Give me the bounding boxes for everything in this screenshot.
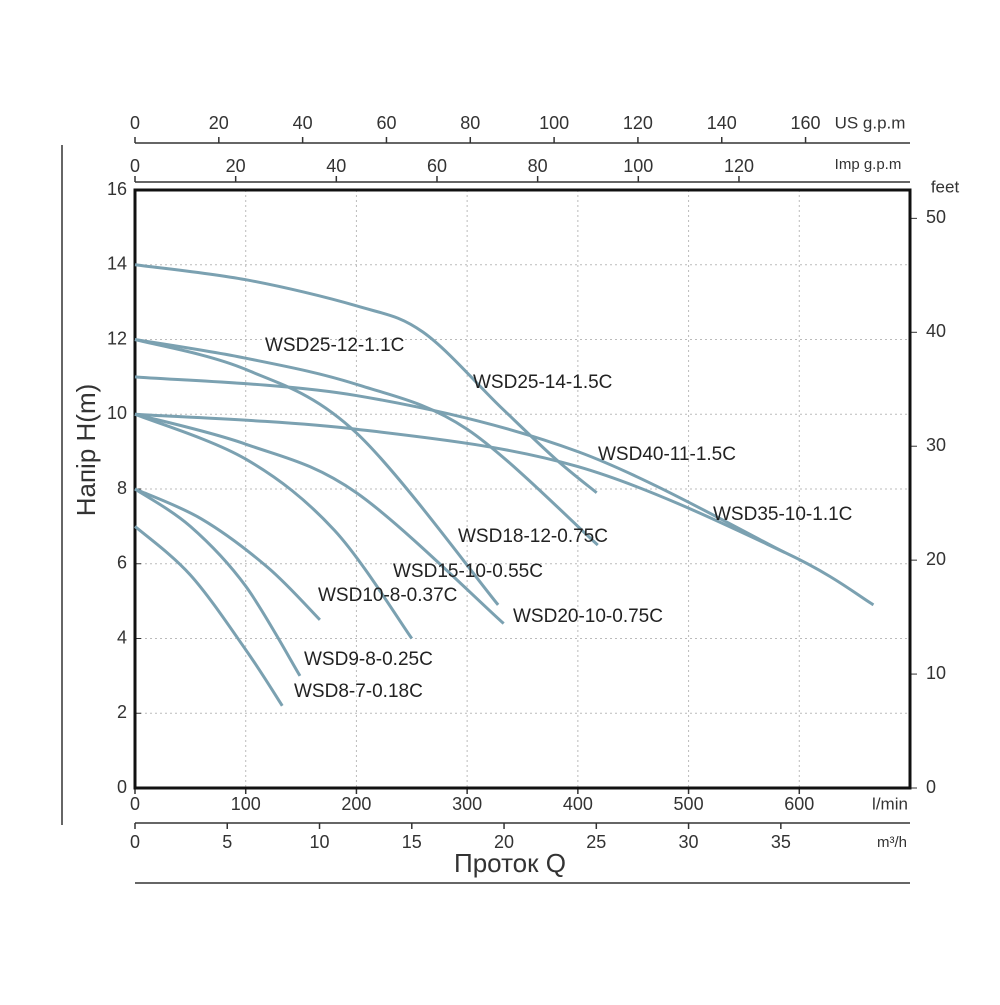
- curve-label: WSD10-8-0.37C: [318, 585, 457, 606]
- x-tick-label: 500: [674, 794, 704, 814]
- x4-unit: Imp g.p.m: [835, 156, 902, 173]
- x-unit: l/min: [872, 794, 908, 813]
- curve-label: WSD18-12-0.75C: [458, 526, 608, 547]
- y2-tick-label: 50: [926, 207, 946, 227]
- pump-curve: [134, 525, 284, 707]
- x3-tick-label: 80: [460, 113, 480, 133]
- curve-label: WSD20-10-0.75C: [513, 606, 663, 627]
- x2-tick-label: 35: [771, 832, 791, 852]
- x-tick-label: 100: [231, 794, 261, 814]
- pump-curve: [134, 338, 500, 606]
- x2-unit: m³/h: [877, 834, 907, 851]
- x2-tick-label: 15: [402, 832, 422, 852]
- x2-tick-label: 25: [586, 832, 606, 852]
- y2-tick-label: 10: [926, 663, 946, 683]
- x4-tick-label: 20: [226, 156, 246, 176]
- x4-tick-label: 120: [724, 156, 754, 176]
- x-tick-label: 300: [452, 794, 482, 814]
- pump-curve: [134, 338, 599, 547]
- curve-label: WSD15-10-0.55C: [393, 561, 543, 582]
- x3-tick-label: 0: [130, 113, 140, 133]
- x3-tick-label: 60: [376, 113, 396, 133]
- x2-tick-label: 0: [130, 832, 140, 852]
- y-tick-label: 14: [107, 254, 127, 274]
- curve-label: WSD25-14-1.5C: [473, 372, 612, 393]
- y2-tick-label: 20: [926, 549, 946, 569]
- curve-label: WSD9-8-0.25C: [304, 649, 433, 670]
- x4-tick-label: 100: [623, 156, 653, 176]
- x3-tick-label: 40: [293, 113, 313, 133]
- x4-tick-label: 80: [528, 156, 548, 176]
- y-tick-label: 2: [117, 702, 127, 722]
- x-tick-label: 200: [341, 794, 371, 814]
- y-axis-title: Напір H(m): [71, 384, 101, 517]
- curve-label: WSD8-7-0.18C: [294, 681, 423, 702]
- curve-label: WSD40-11-1.5C: [598, 444, 736, 465]
- x2-tick-label: 10: [310, 832, 330, 852]
- y2-tick-label: 40: [926, 321, 946, 341]
- x2-tick-label: 20: [494, 832, 514, 852]
- y2-tick-label: 0: [926, 777, 936, 797]
- x2-tick-label: 30: [679, 832, 699, 852]
- pump-curve: [134, 375, 786, 554]
- x4-tick-label: 0: [130, 156, 140, 176]
- curve-label: WSD35-10-1.1C: [713, 504, 852, 525]
- y-tick-label: 10: [107, 403, 127, 423]
- y-tick-label: 12: [107, 328, 127, 348]
- pump-curve: [134, 487, 321, 621]
- x3-tick-label: 120: [623, 113, 653, 133]
- y-tick-label: 4: [117, 627, 127, 647]
- pump-curve: [134, 487, 302, 677]
- pump-curve: [134, 412, 505, 625]
- y-tick-label: 0: [117, 777, 127, 797]
- x-tick-label: 0: [130, 794, 140, 814]
- x4-tick-label: 60: [427, 156, 447, 176]
- y-tick-label: 8: [117, 478, 127, 498]
- x3-tick-label: 140: [707, 113, 737, 133]
- x4-tick-label: 40: [326, 156, 346, 176]
- x3-tick-label: 20: [209, 113, 229, 133]
- x-axis-title: Проток Q: [454, 848, 566, 878]
- y-tick-label: 16: [107, 179, 127, 199]
- pump-curve: [134, 412, 875, 607]
- y-tick-label: 6: [117, 553, 127, 573]
- x3-unit: US g.p.m: [835, 113, 906, 132]
- pump-curve: [134, 263, 598, 494]
- pump-curve: [134, 412, 414, 640]
- curve-label: WSD25-12-1.1C: [265, 335, 404, 356]
- y2-tick-label: 30: [926, 435, 946, 455]
- x3-tick-label: 100: [539, 113, 569, 133]
- y2-unit: feet: [931, 177, 960, 196]
- x3-tick-label: 160: [791, 113, 821, 133]
- x-tick-label: 600: [784, 794, 814, 814]
- x2-tick-label: 5: [222, 832, 232, 852]
- x-tick-label: 400: [563, 794, 593, 814]
